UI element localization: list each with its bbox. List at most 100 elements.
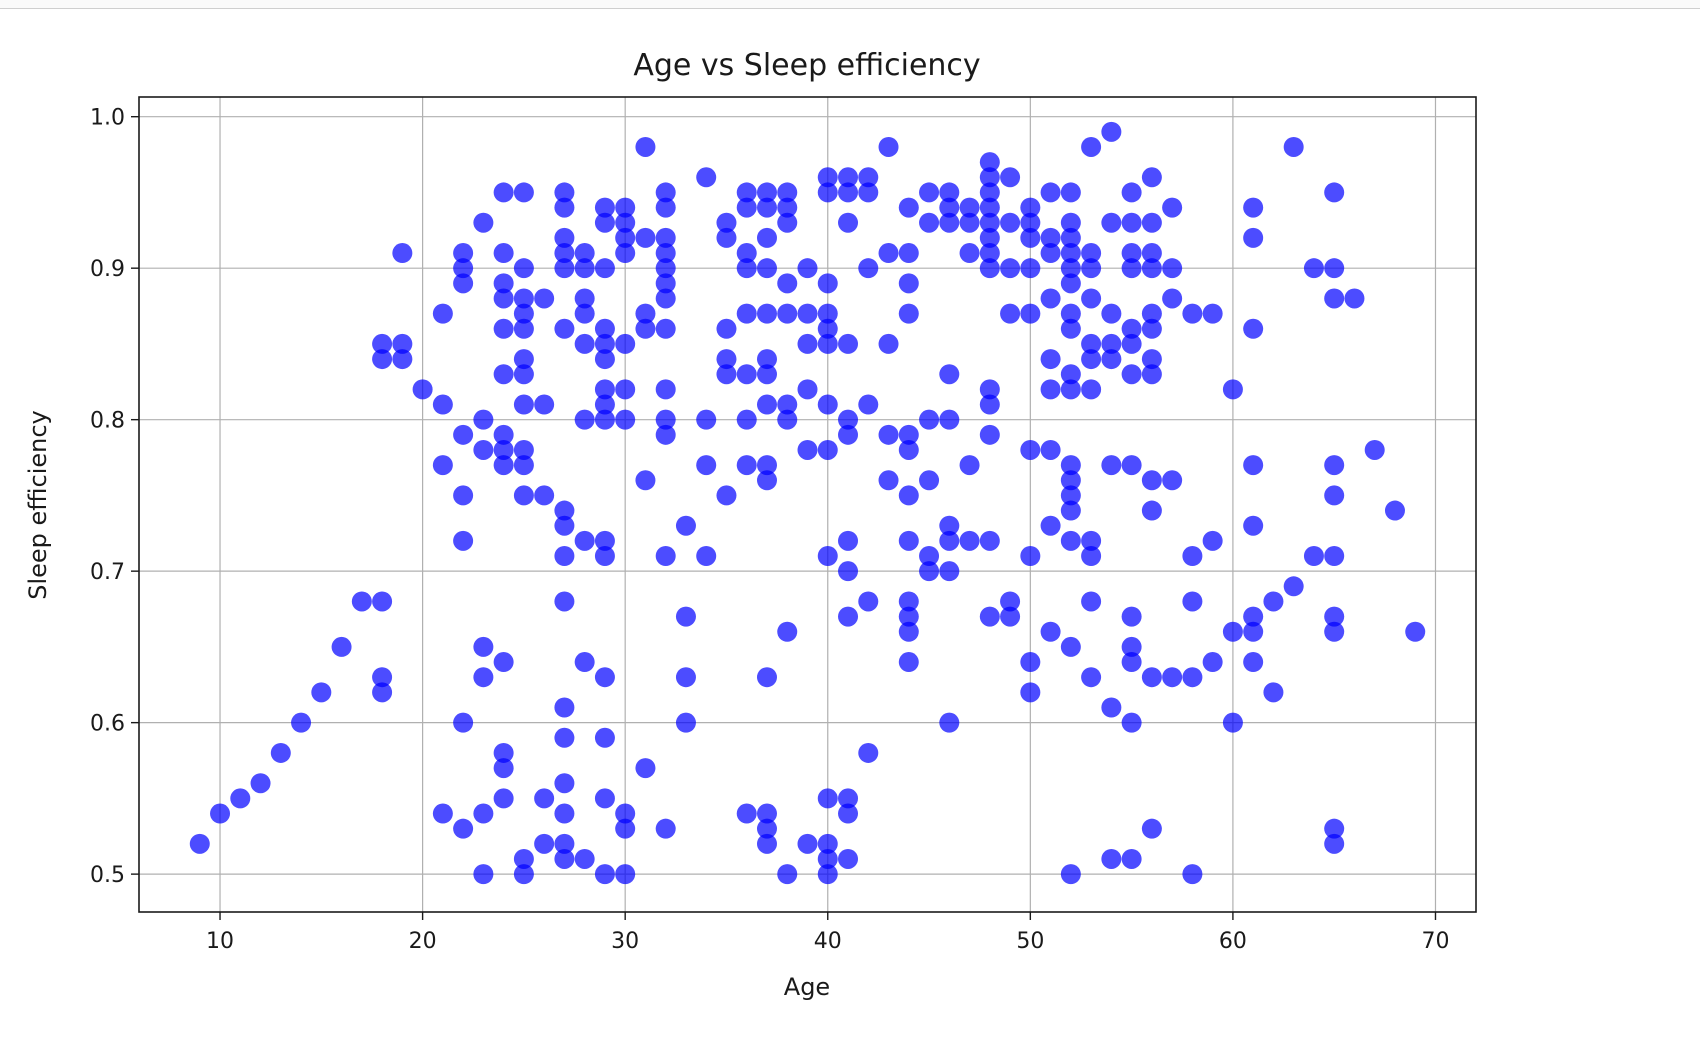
data-point <box>1081 379 1102 400</box>
data-point <box>1324 621 1345 642</box>
data-point <box>777 212 798 233</box>
data-point <box>1121 652 1142 673</box>
data-point <box>1324 182 1345 203</box>
data-point <box>1263 682 1284 703</box>
data-point <box>351 591 372 612</box>
data-point <box>878 243 899 264</box>
data-point <box>898 439 919 460</box>
data-point <box>1060 485 1081 506</box>
data-point <box>838 561 859 582</box>
data-point <box>635 303 656 324</box>
data-point <box>939 364 960 385</box>
data-point <box>675 606 696 627</box>
data-point <box>716 212 737 233</box>
data-point <box>615 379 636 400</box>
data-point <box>1202 303 1223 324</box>
data-point <box>594 318 615 339</box>
data-point <box>838 409 859 430</box>
data-point <box>1202 530 1223 551</box>
data-point <box>635 470 656 491</box>
data-point <box>898 591 919 612</box>
data-point <box>1000 591 1021 612</box>
data-point <box>1020 227 1041 248</box>
data-point <box>838 424 859 445</box>
data-point <box>554 318 575 339</box>
data-point <box>554 546 575 567</box>
data-point <box>1000 212 1021 233</box>
data-point <box>189 833 210 854</box>
chart-title: Age vs Sleep efficiency <box>633 48 980 83</box>
data-point <box>1324 258 1345 279</box>
data-point <box>756 470 777 491</box>
data-point <box>1060 273 1081 294</box>
data-point <box>372 667 393 688</box>
data-point <box>250 773 271 794</box>
data-point <box>1324 818 1345 839</box>
data-point <box>1020 439 1041 460</box>
data-point <box>655 243 676 264</box>
data-point <box>554 848 575 869</box>
data-point <box>878 333 899 354</box>
data-point <box>1243 318 1264 339</box>
data-point <box>1141 818 1162 839</box>
data-point <box>736 803 757 824</box>
data-point <box>1303 258 1324 279</box>
data-point <box>635 227 656 248</box>
data-point <box>919 546 940 567</box>
data-point <box>574 409 595 430</box>
data-point <box>1263 591 1284 612</box>
data-point <box>1141 667 1162 688</box>
data-point <box>1121 318 1142 339</box>
data-point <box>1040 349 1061 370</box>
data-point <box>1081 667 1102 688</box>
data-point <box>453 530 474 551</box>
data-point <box>1121 243 1142 264</box>
data-point <box>655 288 676 309</box>
data-point <box>655 182 676 203</box>
data-point <box>554 258 575 279</box>
data-point <box>797 833 818 854</box>
data-point <box>878 424 899 445</box>
data-point <box>453 424 474 445</box>
data-point <box>756 349 777 370</box>
data-point <box>473 864 494 885</box>
data-point <box>919 561 940 582</box>
data-point <box>1243 197 1264 218</box>
data-point <box>838 182 859 203</box>
data-point <box>1000 303 1021 324</box>
data-point <box>493 273 514 294</box>
data-point <box>777 182 798 203</box>
x-tick-label: 60 <box>1219 929 1247 954</box>
data-point <box>959 455 980 476</box>
data-point <box>696 167 717 188</box>
data-point <box>939 561 960 582</box>
data-point <box>655 424 676 445</box>
data-point <box>554 197 575 218</box>
data-point <box>777 621 798 642</box>
data-point <box>756 364 777 385</box>
data-point <box>554 591 575 612</box>
data-point <box>473 803 494 824</box>
data-point <box>1081 243 1102 264</box>
data-point <box>554 227 575 248</box>
data-point <box>797 333 818 354</box>
data-point <box>1141 258 1162 279</box>
data-point <box>858 591 879 612</box>
data-point <box>838 167 859 188</box>
data-point <box>1060 470 1081 491</box>
data-point <box>1081 288 1102 309</box>
data-point <box>513 455 534 476</box>
data-point <box>979 152 1000 173</box>
data-point <box>817 788 838 809</box>
data-point <box>1081 349 1102 370</box>
data-point <box>817 394 838 415</box>
data-point <box>1243 652 1264 673</box>
data-point <box>1384 500 1405 521</box>
data-point <box>1324 833 1345 854</box>
data-point <box>1324 485 1345 506</box>
data-point <box>493 742 514 763</box>
data-point <box>1141 167 1162 188</box>
data-point <box>756 258 777 279</box>
data-point <box>473 667 494 688</box>
